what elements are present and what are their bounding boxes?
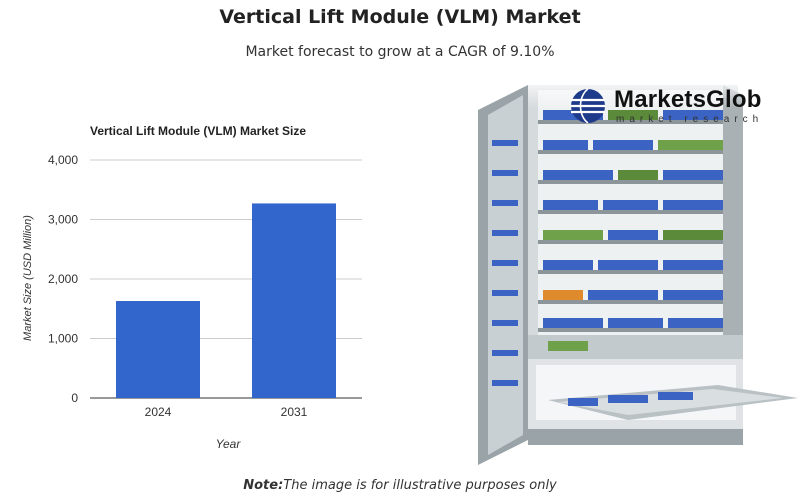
y-tick-label: 4,000 [48, 153, 78, 167]
bar-2024 [116, 301, 200, 398]
logo-name: MarketsGlob [614, 86, 762, 113]
footer-note: Note:The image is for illustrative purpo… [0, 478, 800, 493]
y-tick-label: 3,000 [48, 213, 78, 227]
y-axis-label: Market Size (USD Million) [22, 215, 34, 341]
page-title: Vertical Lift Module (VLM) Market [219, 6, 581, 28]
vlm-machine-illustration [478, 80, 798, 465]
chart-title: Vertical Lift Module (VLM) Market Size [90, 124, 306, 138]
x-tick-label: 2031 [281, 405, 308, 419]
x-axis-label: Year [216, 437, 242, 451]
page-subtitle: Market forecast to grow at a CAGR of 9.1… [245, 44, 555, 60]
x-tick-label: 2024 [145, 405, 172, 419]
y-tick-label: 2,000 [48, 272, 78, 286]
y-tick-label: 1,000 [48, 332, 78, 346]
note-text: The image is for illustrative purposes o… [283, 478, 557, 493]
note-prefix: Note: [243, 478, 284, 493]
brand-logo: MarketsGlob market research [568, 86, 796, 126]
y-tick-label: 0 [71, 391, 78, 405]
logo-tagline: market research [616, 114, 764, 125]
bar-chart: Vertical Lift Module (VLM) Market Size 0… [22, 124, 362, 451]
bar-2031 [252, 203, 336, 398]
globe-icon [571, 88, 605, 124]
